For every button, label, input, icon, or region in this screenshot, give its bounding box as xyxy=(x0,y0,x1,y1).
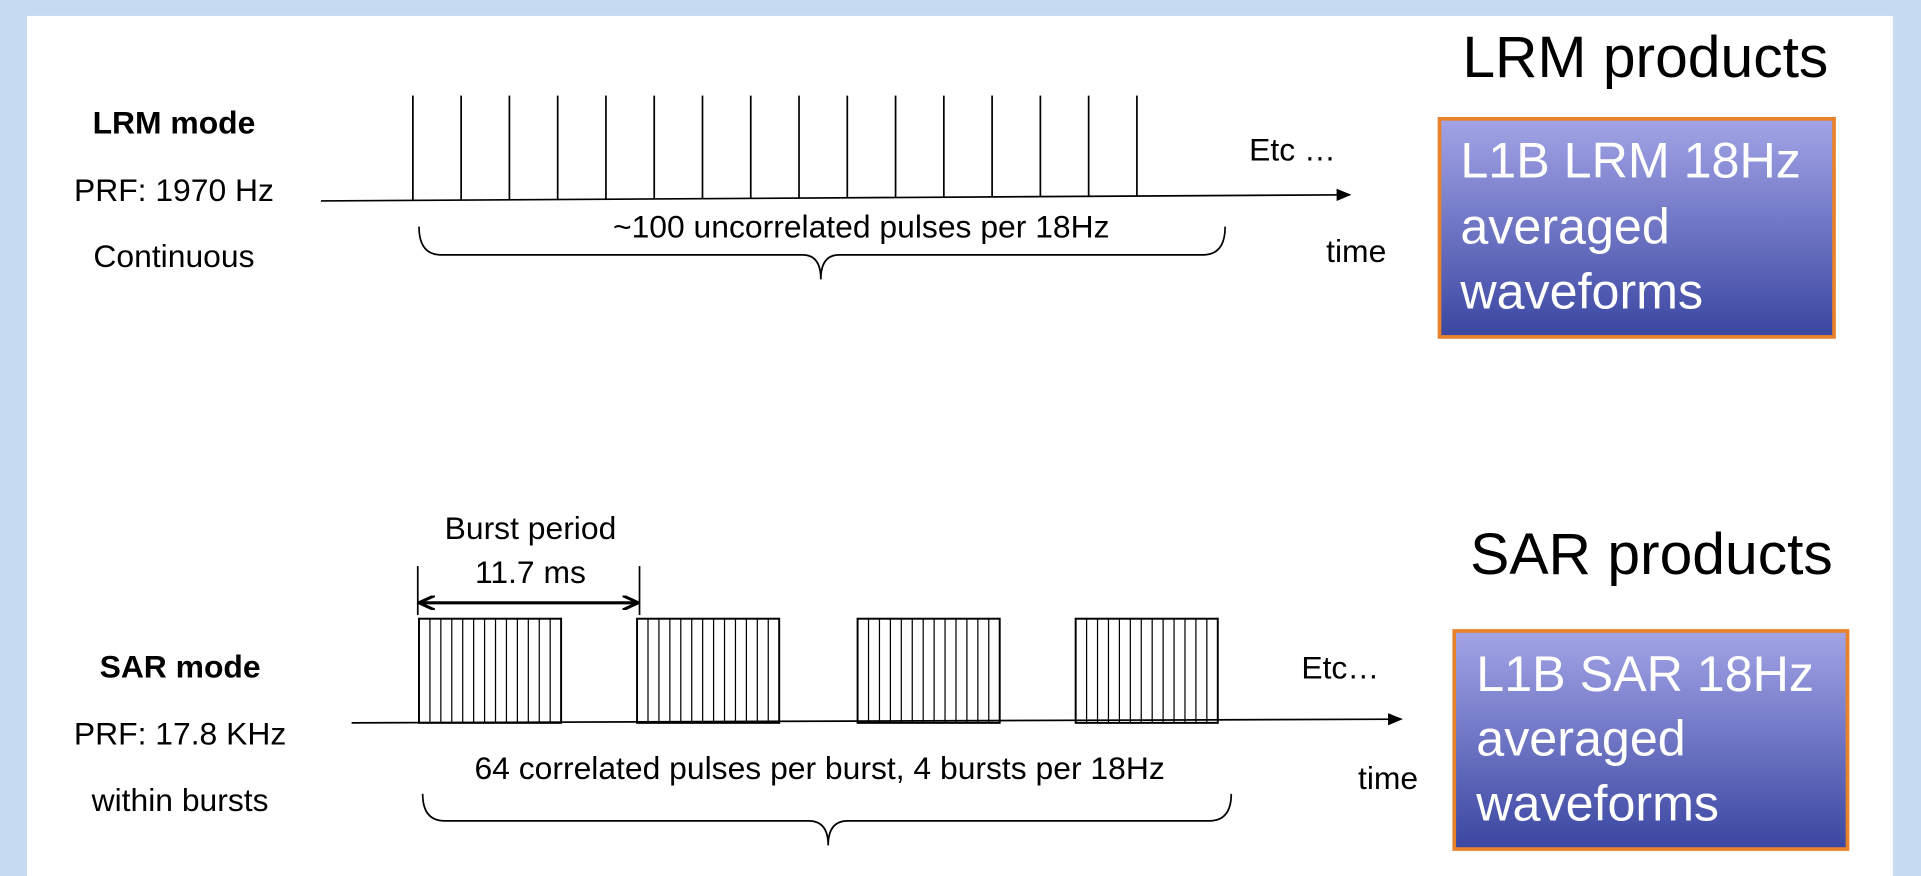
lrm-mode-title: LRM mode xyxy=(93,104,256,140)
sar-timing: within bursts xyxy=(91,782,269,818)
sar-brace xyxy=(421,793,1233,846)
sar-bursts xyxy=(418,617,1219,724)
sar-product-line: L1B SAR 18Hz xyxy=(1476,646,1814,702)
lrm-time-axis xyxy=(320,188,1352,202)
lrm-etc: Etc … xyxy=(1249,131,1336,167)
lrm-timing: Continuous xyxy=(93,238,254,274)
lrm-product-line: waveforms xyxy=(1459,264,1703,320)
sar-brace-label: 64 correlated pulses per burst, 4 bursts… xyxy=(474,750,1164,786)
burst xyxy=(1074,617,1219,724)
burst xyxy=(856,617,1001,724)
sar-prf: PRF: 17.8 KHz xyxy=(74,716,286,752)
lrm-product-box xyxy=(1437,117,1836,339)
sar-time-axis xyxy=(351,713,1403,726)
sar-product-box xyxy=(1452,629,1850,851)
burst-label: 11.7 ms xyxy=(475,554,586,590)
lrm-products-title: LRM products xyxy=(1462,25,1828,90)
sar-products-title: SAR products xyxy=(1470,522,1833,587)
sar-etc: Etc… xyxy=(1301,650,1379,686)
sar-product-line: waveforms xyxy=(1475,776,1719,832)
sar-axis-label: time xyxy=(1358,760,1418,796)
sar-mode-title: SAR mode xyxy=(100,648,261,684)
lrm-product-line: L1B LRM 18Hz xyxy=(1460,132,1801,188)
lrm-axis-label: time xyxy=(1326,233,1386,269)
lrm-prf: PRF: 1970 Hz xyxy=(74,172,274,208)
lrm-brace-label: ~100 uncorrelated pulses per 18Hz xyxy=(613,209,1110,245)
sar-product-line: averaged xyxy=(1476,711,1685,767)
burst xyxy=(636,617,781,724)
lrm-pulses xyxy=(412,95,1138,201)
lrm-product-line: averaged xyxy=(1460,199,1669,255)
burst-label: Burst period xyxy=(445,510,617,546)
